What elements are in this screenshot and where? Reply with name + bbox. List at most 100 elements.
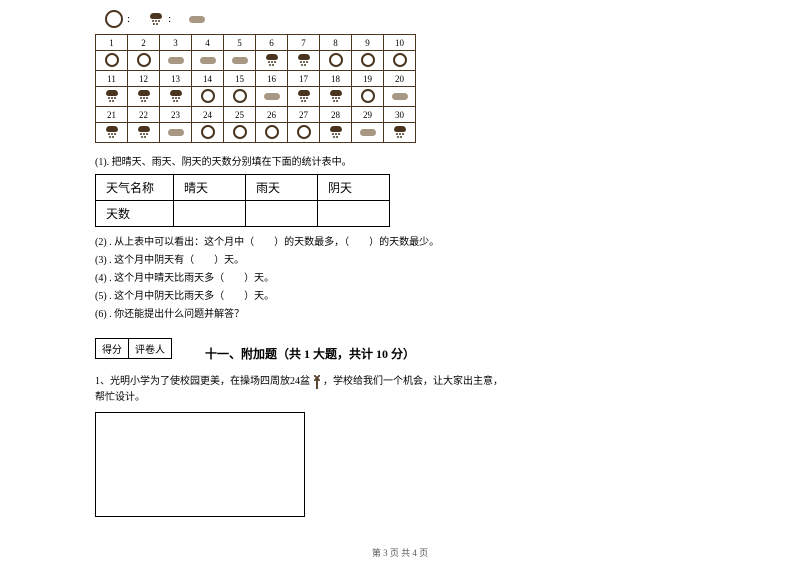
day-num: 16 [256, 71, 288, 87]
rainy-icon [148, 12, 164, 26]
rainy-icon [328, 125, 344, 139]
day-num: 10 [384, 35, 416, 51]
stats-col-rainy: 雨天 [246, 175, 318, 201]
grader-label: 评卷人 [128, 338, 172, 359]
cloudy-icon [360, 127, 376, 137]
weather-cell [256, 123, 288, 143]
sunny-icon [105, 10, 123, 28]
stats-col-sunny: 晴天 [174, 175, 246, 201]
day-num: 22 [128, 107, 160, 123]
day-num: 4 [192, 35, 224, 51]
sunny-icon [201, 125, 215, 139]
weather-cell [128, 87, 160, 107]
calendar-header-row-2: 11 12 13 14 15 16 17 18 19 20 [96, 71, 416, 87]
weather-legend: : : [105, 10, 705, 28]
table-row: 天气名称 晴天 雨天 阴天 [96, 175, 390, 201]
calendar-weather-row-3 [96, 123, 416, 143]
legend-sunny-label: : [127, 13, 130, 25]
sunny-icon [361, 53, 375, 67]
day-num: 5 [224, 35, 256, 51]
cloudy-icon [168, 127, 184, 137]
calendar-weather-row-1 [96, 51, 416, 71]
weather-calendar: 1 2 3 4 5 6 7 8 9 10 11 12 13 14 15 16 1… [95, 34, 416, 143]
cloudy-icon [392, 91, 408, 101]
rainy-icon [296, 89, 312, 103]
day-num: 6 [256, 35, 288, 51]
question-5: (5) . 这个月中阴天比雨天多（ ）天。 [95, 287, 705, 302]
legend-sunny: : [105, 10, 130, 28]
day-num: 14 [192, 71, 224, 87]
cloudy-icon [189, 14, 205, 24]
weather-cell [192, 123, 224, 143]
sunny-icon [201, 89, 215, 103]
rainy-icon [136, 89, 152, 103]
bonus-q-part3: 帮忙设计。 [95, 392, 145, 403]
sunny-icon [137, 53, 151, 67]
weather-cell [384, 87, 416, 107]
day-num: 1 [96, 35, 128, 51]
sunny-icon [329, 53, 343, 67]
day-num: 25 [224, 107, 256, 123]
cloudy-icon [232, 55, 248, 65]
sunny-icon [233, 125, 247, 139]
sunny-icon [361, 89, 375, 103]
weather-cell [320, 123, 352, 143]
stats-val-sunny[interactable] [174, 201, 246, 227]
rainy-icon [264, 53, 280, 67]
day-num: 28 [320, 107, 352, 123]
table-row: 天数 [96, 201, 390, 227]
sunny-icon [105, 53, 119, 67]
rainy-icon [392, 125, 408, 139]
weather-cell [288, 123, 320, 143]
page-footer: 第 3 页 共 4 页 [0, 546, 800, 559]
rainy-icon [328, 89, 344, 103]
day-num: 12 [128, 71, 160, 87]
cloudy-icon [168, 55, 184, 65]
sunny-icon [393, 53, 407, 67]
stats-table: 天气名称 晴天 雨天 阴天 天数 [95, 174, 390, 227]
day-num: 7 [288, 35, 320, 51]
day-num: 30 [384, 107, 416, 123]
day-num: 27 [288, 107, 320, 123]
sunny-icon [233, 89, 247, 103]
calendar-header-row-3: 21 22 23 24 25 26 27 28 29 30 [96, 107, 416, 123]
rainy-icon [136, 125, 152, 139]
weather-cell [352, 51, 384, 71]
day-num: 18 [320, 71, 352, 87]
weather-cell [256, 51, 288, 71]
section-title: 十一、附加题（共 1 大题，共计 10 分） [205, 345, 705, 362]
day-num: 17 [288, 71, 320, 87]
question-3: (3) . 这个月中阴天有（ ）天。 [95, 251, 705, 266]
answer-box[interactable] [95, 412, 305, 517]
rainy-icon [104, 89, 120, 103]
day-num: 13 [160, 71, 192, 87]
stats-val-cloudy[interactable] [318, 201, 390, 227]
day-num: 11 [96, 71, 128, 87]
day-num: 26 [256, 107, 288, 123]
stats-count-label: 天数 [96, 201, 174, 227]
stats-val-rainy[interactable] [246, 201, 318, 227]
weather-cell [128, 123, 160, 143]
rainy-icon [168, 89, 184, 103]
question-1-instruction: (1). 把晴天、雨天、阴天的天数分别填在下面的统计表中。 [95, 153, 705, 168]
plant-icon [313, 375, 321, 389]
day-num: 20 [384, 71, 416, 87]
legend-cloudy [189, 14, 209, 24]
legend-rainy: : [148, 12, 171, 26]
weather-cell [288, 51, 320, 71]
question-4: (4) . 这个月中晴天比雨天多（ ）天。 [95, 269, 705, 284]
weather-cell [224, 123, 256, 143]
bonus-question: 1、光明小学为了使校园更美，在操场四周放24盆 ，学校给我们一个机会，让大家出主… [95, 374, 705, 406]
weather-cell [320, 51, 352, 71]
stats-header-label: 天气名称 [96, 175, 174, 201]
question-2: (2) . 从上表中可以看出：这个月中（ ）的天数最多，（ ）的天数最少。 [95, 233, 705, 248]
day-num: 29 [352, 107, 384, 123]
weather-cell [224, 87, 256, 107]
question-6: (6) . 你还能提出什么问题并解答？ [95, 305, 705, 320]
weather-cell [384, 123, 416, 143]
day-num: 15 [224, 71, 256, 87]
weather-cell [160, 51, 192, 71]
stats-col-cloudy: 阴天 [318, 175, 390, 201]
score-label: 得分 [95, 338, 129, 359]
day-num: 8 [320, 35, 352, 51]
